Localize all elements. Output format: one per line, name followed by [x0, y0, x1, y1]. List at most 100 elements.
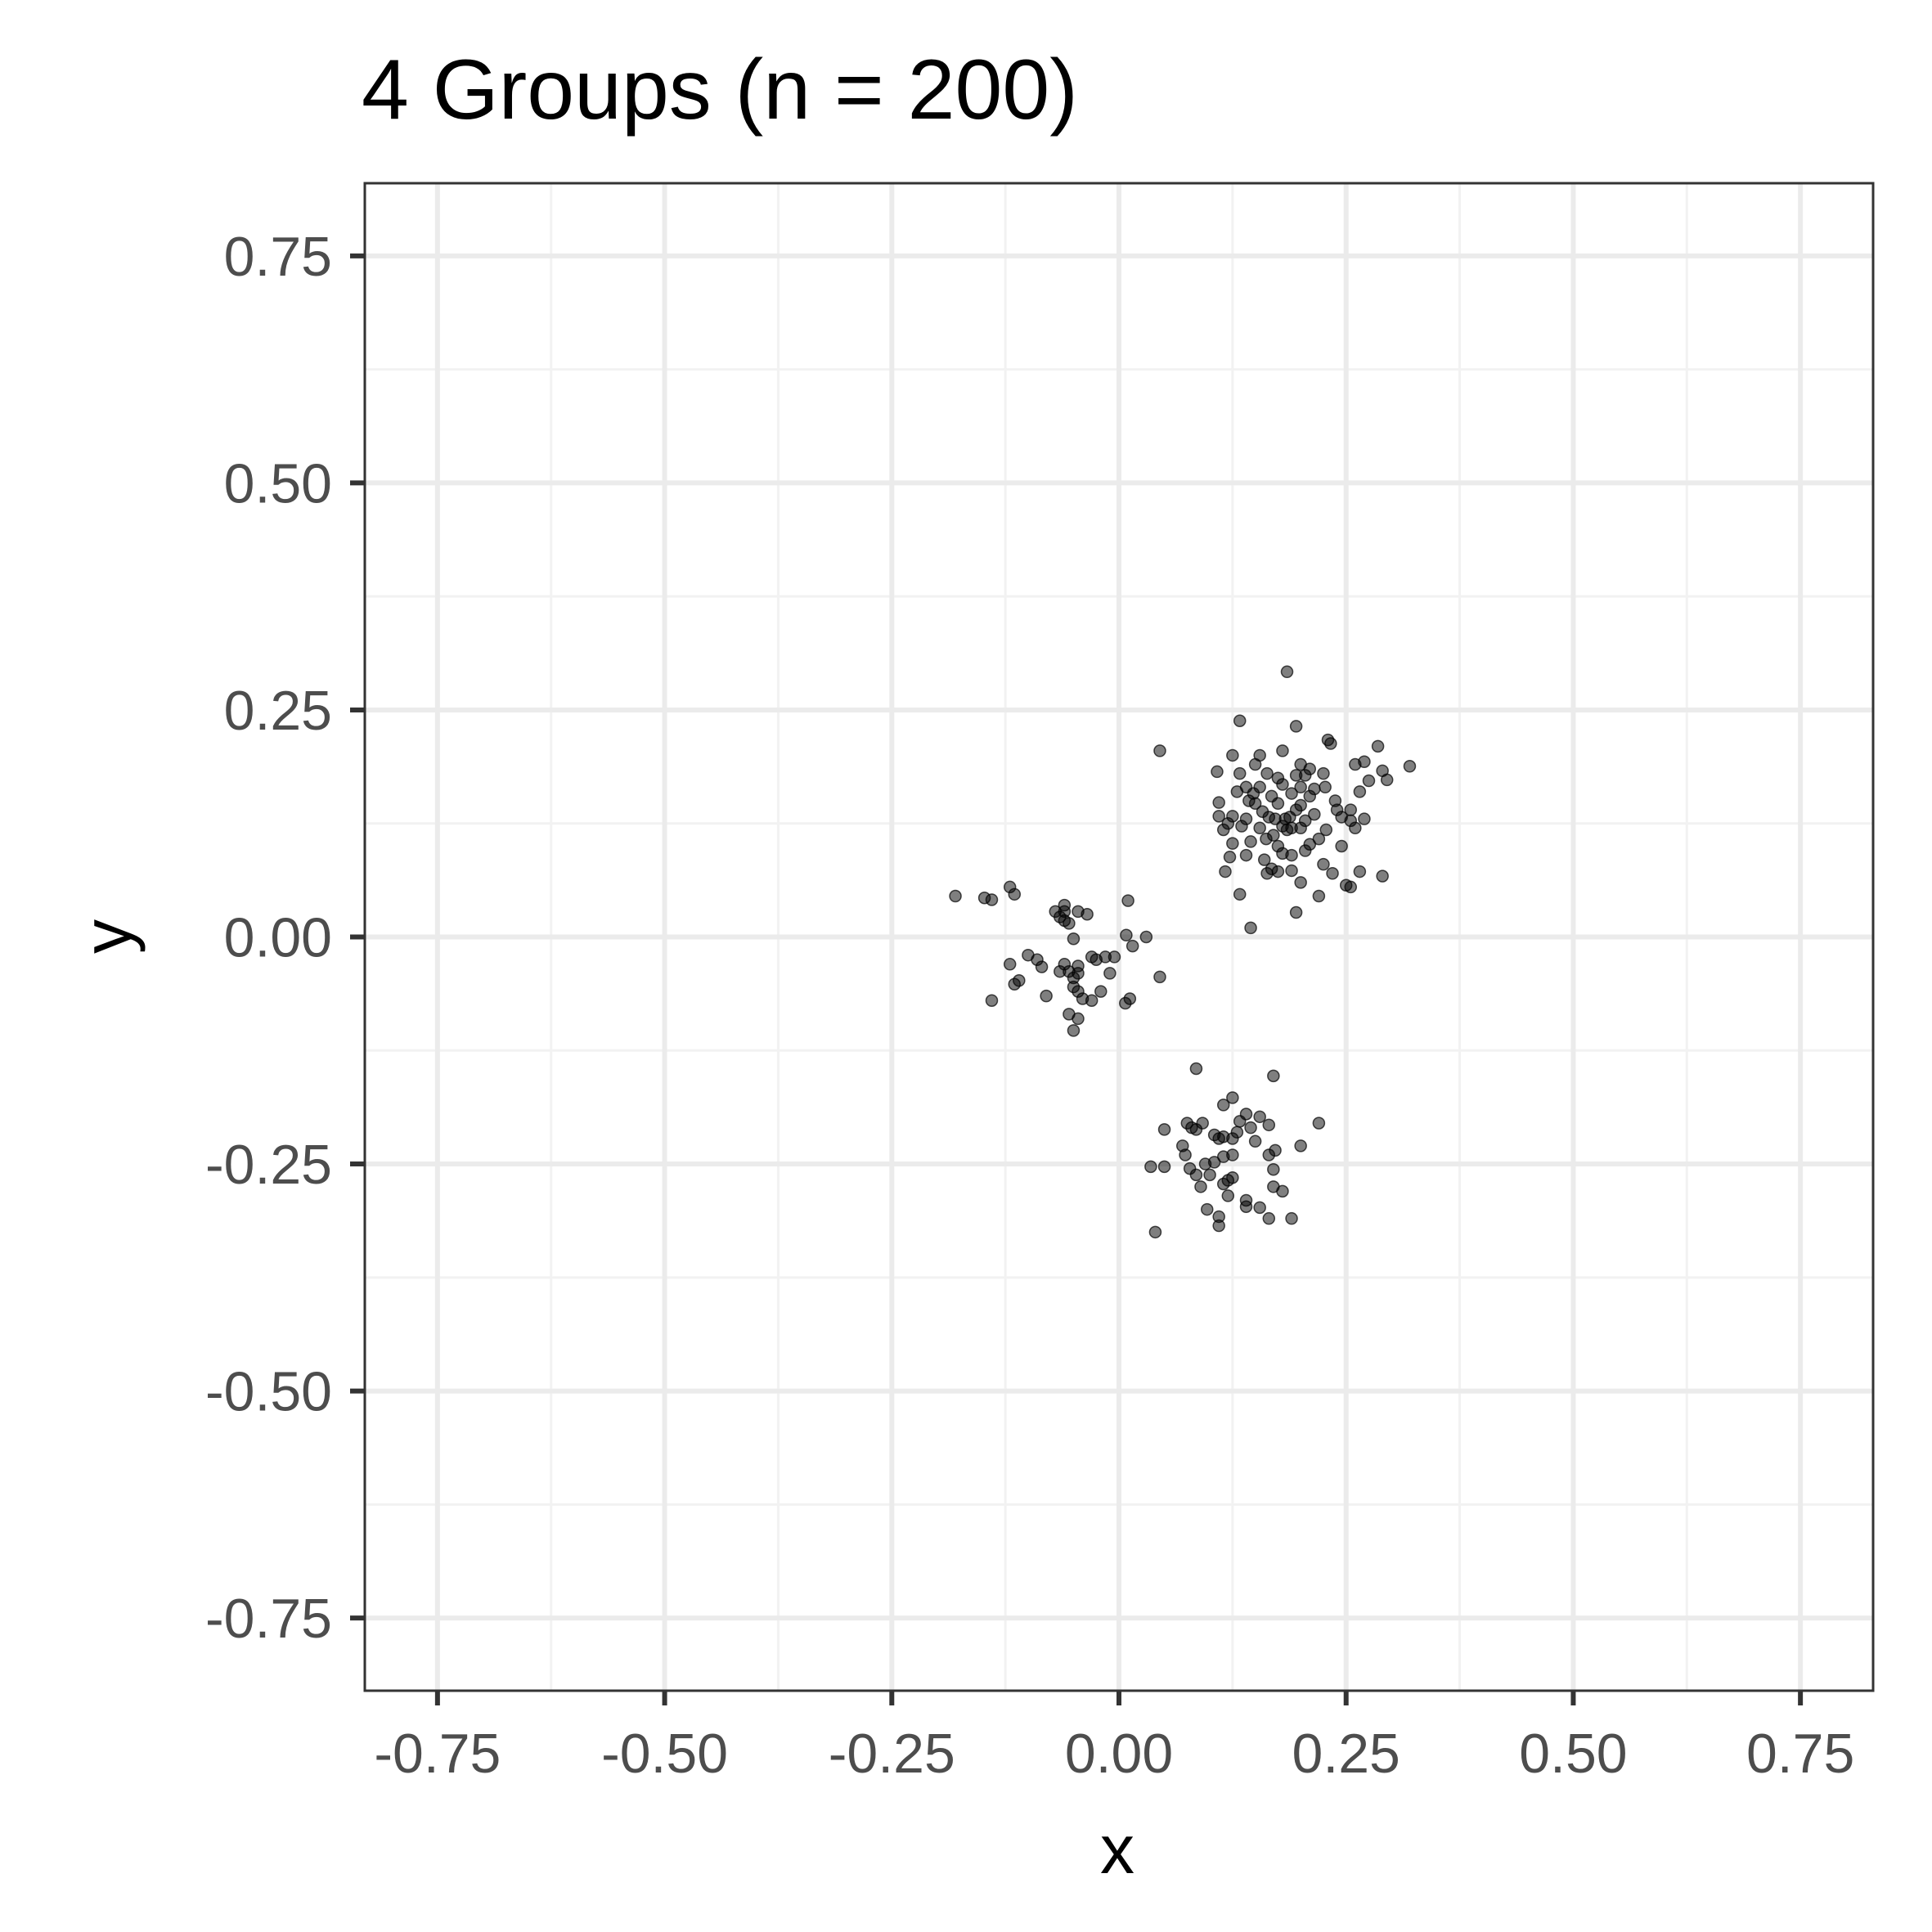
data-point: [1067, 1024, 1081, 1037]
data-point: [1285, 848, 1298, 862]
gridlines: [365, 183, 1873, 1691]
x-tick-label: 0.50: [1519, 1723, 1627, 1785]
data-point: [985, 893, 999, 906]
data-point: [1189, 1123, 1203, 1136]
data-point: [1244, 835, 1257, 848]
data-point: [1303, 789, 1317, 803]
data-point: [1148, 1225, 1162, 1239]
data-point: [1239, 812, 1253, 825]
data-point: [1216, 823, 1230, 837]
data-point: [1244, 1121, 1257, 1134]
data-point: [1285, 1211, 1298, 1225]
data-point: [1233, 714, 1247, 728]
data-point: [1201, 1202, 1214, 1216]
y-axis: -0.75 -0.50 -0.25 0.00 0.25 0.50 0.75: [205, 226, 365, 1650]
data-point: [1040, 989, 1053, 1003]
data-point: [1233, 887, 1247, 901]
data-point: [1153, 970, 1166, 984]
data-point: [1353, 865, 1367, 878]
data-point: [1179, 1148, 1192, 1161]
data-point: [1285, 864, 1298, 878]
x-tick-label: 0.00: [1065, 1723, 1173, 1785]
data-point: [1054, 964, 1067, 978]
data-point: [1090, 953, 1103, 967]
data-point: [1376, 869, 1389, 883]
data-point: [1271, 865, 1285, 878]
data-point: [1120, 928, 1133, 942]
data-point: [1267, 829, 1280, 842]
data-point: [1008, 977, 1022, 991]
data-point: [1216, 1177, 1230, 1191]
data-point: [1189, 1062, 1203, 1076]
data-point: [1233, 766, 1247, 780]
data-point: [1294, 780, 1307, 794]
data-point: [1253, 748, 1266, 762]
data-point: [1298, 769, 1312, 782]
data-point: [1221, 1189, 1235, 1202]
data-point: [1239, 1200, 1253, 1213]
data-point: [1276, 778, 1289, 791]
data-point: [1294, 821, 1307, 835]
y-tick-label: -0.25: [205, 1134, 332, 1196]
data-point: [1230, 785, 1244, 798]
data-point: [1194, 1180, 1207, 1193]
data-point: [1219, 865, 1232, 878]
chart-title: 4 Groups (n = 200): [362, 43, 1078, 137]
x-tick-label: -0.25: [829, 1723, 955, 1785]
data-point: [1226, 1091, 1239, 1104]
data-point: [1223, 851, 1237, 864]
x-axis: -0.75 -0.50 -0.25 0.00 0.25 0.50 0.75: [374, 1691, 1854, 1785]
data-point: [1276, 1184, 1289, 1198]
data-point: [1198, 1157, 1212, 1170]
data-point: [1312, 889, 1326, 903]
data-point: [1371, 739, 1385, 753]
data-point: [1312, 832, 1326, 846]
data-point: [1212, 796, 1225, 809]
data-point: [1081, 907, 1094, 921]
data-point: [1189, 1168, 1203, 1182]
data-point: [1308, 807, 1321, 821]
data-point: [1260, 867, 1274, 880]
y-tick-label: 0.00: [224, 907, 332, 969]
data-point: [1253, 1201, 1266, 1215]
data-point: [1244, 921, 1257, 935]
data-point: [1216, 1099, 1230, 1112]
data-point: [1085, 994, 1099, 1007]
data-point: [1294, 876, 1307, 889]
data-point: [1153, 744, 1166, 757]
data-point: [1285, 787, 1298, 800]
data-point: [1003, 958, 1017, 971]
data-point: [1271, 797, 1285, 811]
data-point: [1403, 760, 1417, 773]
data-point: [1344, 880, 1358, 894]
data-point: [1317, 766, 1330, 780]
data-point: [1353, 785, 1367, 798]
x-tick-label: -0.75: [374, 1723, 501, 1785]
data-point: [1248, 797, 1262, 811]
y-axis-title: y: [69, 919, 146, 954]
data-point: [1294, 1139, 1307, 1152]
data-point: [1072, 1012, 1085, 1026]
data-point: [1226, 1132, 1239, 1145]
data-point: [1294, 798, 1307, 812]
data-point: [1257, 853, 1271, 866]
data-point: [1216, 1150, 1230, 1163]
data-point: [1349, 757, 1362, 771]
data-point: [1226, 748, 1239, 762]
data-point: [949, 889, 962, 903]
y-tick-label: 0.50: [224, 452, 332, 514]
data-point: [1324, 737, 1337, 750]
data-point: [1267, 1069, 1280, 1083]
data-point: [1319, 823, 1333, 837]
data-point: [1212, 1219, 1225, 1233]
data-point: [1328, 794, 1342, 807]
data-point: [1267, 1162, 1280, 1176]
x-tick-label: 0.75: [1746, 1723, 1854, 1785]
data-point: [1298, 844, 1312, 857]
data-point: [1262, 1118, 1276, 1132]
data-point: [1008, 887, 1022, 901]
data-point: [1067, 932, 1081, 946]
x-axis-title: x: [1100, 1811, 1134, 1888]
data-point: [1157, 1123, 1171, 1136]
data-point: [1326, 867, 1339, 880]
